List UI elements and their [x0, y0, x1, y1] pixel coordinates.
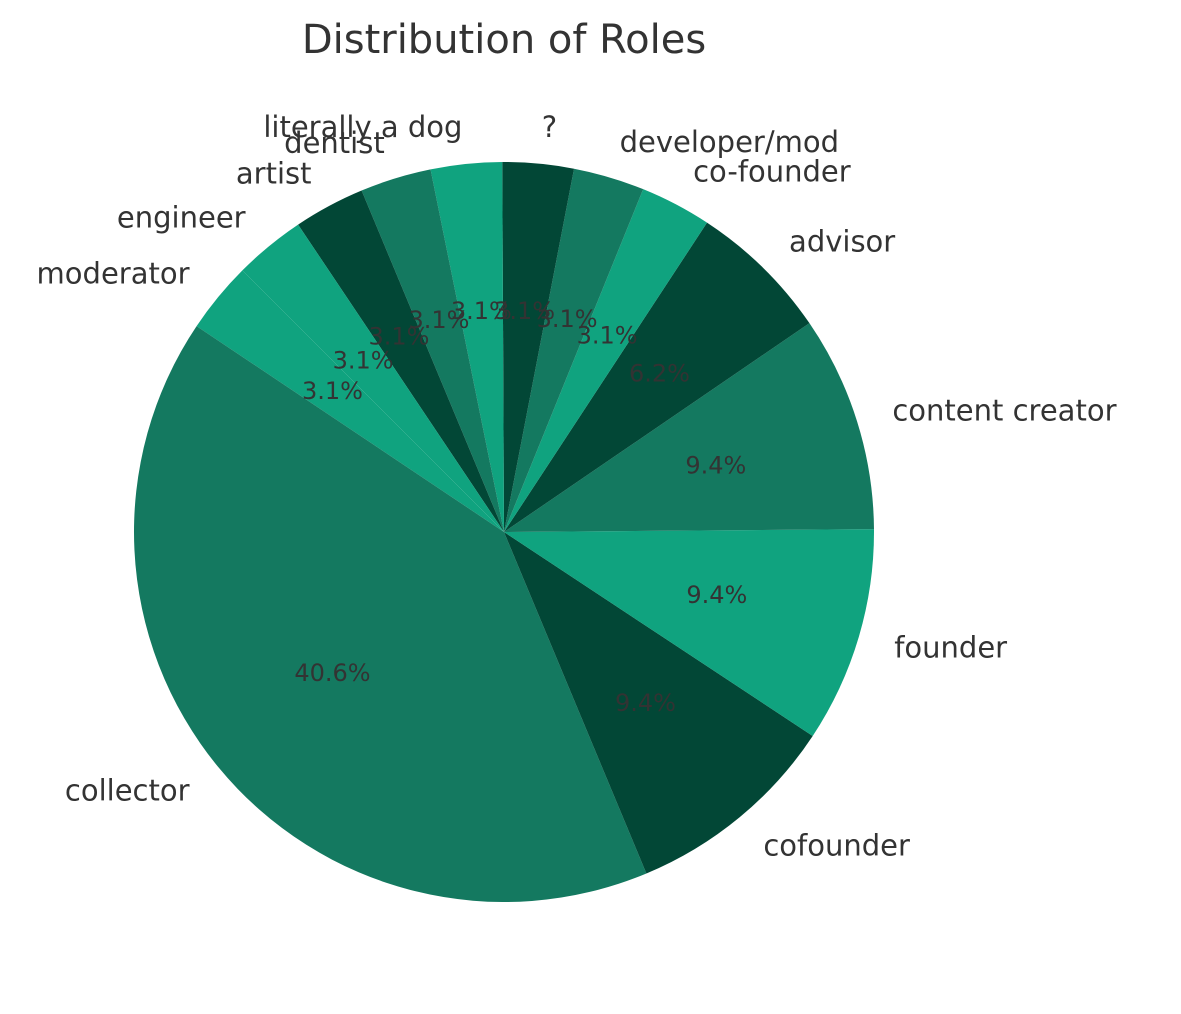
category-label: dentist: [284, 126, 385, 160]
category-label: co-founder: [693, 155, 851, 189]
pie-slice-engineer: [242, 224, 504, 532]
percent-label: 3.1%: [494, 297, 555, 325]
category-label: engineer: [117, 201, 246, 235]
percent-label: 3.1%: [451, 297, 512, 325]
pie-slice-founder: [504, 529, 874, 736]
pie-slice-developer-mod: [504, 168, 644, 532]
percent-label: 3.1%: [333, 346, 394, 374]
pie-slice-collector: [133, 326, 647, 902]
category-label: founder: [894, 631, 1007, 665]
category-label: collector: [65, 773, 190, 807]
percent-label: 40.6%: [294, 659, 370, 687]
percent-label: 3.1%: [302, 377, 363, 405]
category-labels: moderator collector cofounder founder conten…: [37, 110, 1117, 863]
percent-label: 9.4%: [615, 689, 676, 717]
chart-title: Distribution of Roles: [302, 17, 706, 63]
pie-slice-content-creator: [504, 323, 874, 532]
pie-slice-literally-a-dog: [430, 162, 504, 532]
pie-slice-moderator: [196, 270, 504, 532]
category-label: content creator: [892, 393, 1116, 427]
pie-slice-cofounder: [504, 532, 813, 874]
category-label: advisor: [789, 225, 895, 259]
percent-label: 3.1%: [577, 321, 638, 349]
pie-slices: [133, 162, 874, 902]
percent-label: 9.4%: [686, 581, 747, 609]
category-label: cofounder: [763, 829, 910, 863]
percent-label: 3.1%: [408, 306, 469, 334]
category-label: artist: [236, 156, 312, 190]
pie-slice-: [502, 162, 575, 532]
pie-slice-artist: [298, 190, 504, 532]
category-label: ?: [542, 110, 557, 144]
percent-label: 3.1%: [369, 322, 430, 350]
pie-slice-dentist: [361, 169, 504, 532]
category-label: moderator: [37, 257, 190, 291]
percent-label: 9.4%: [685, 452, 746, 480]
pie-slice-co-founder: [504, 189, 708, 532]
category-label: developer/mod: [620, 125, 839, 159]
percent-label: 6.2%: [629, 360, 690, 388]
percent-labels: 3.1%40.6%9.4%9.4%9.4%6.2%3.1%3.1%3.1%3.1…: [294, 297, 747, 717]
category-label: literally a dog: [263, 110, 462, 144]
pie-slice-advisor: [504, 222, 810, 533]
percent-label: 3.1%: [537, 305, 598, 333]
